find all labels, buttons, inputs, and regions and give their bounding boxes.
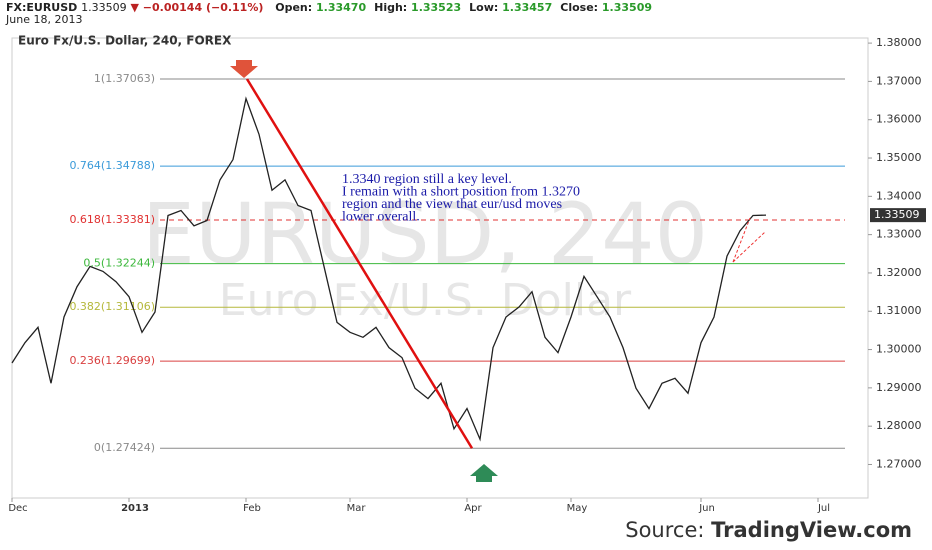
fib-label: 0.618(1.33381) [69, 213, 155, 226]
x-tick-label: May [567, 503, 588, 514]
x-tick-label: Jun [698, 503, 715, 514]
field-value: 1.33457 [502, 1, 553, 14]
fib-label: 0.236(1.29699) [69, 354, 155, 367]
price: 1.33509 [81, 1, 127, 14]
fib-label: 0.764(1.34788) [69, 159, 155, 172]
header: FX:EURUSD 1.33509 ▼ −0.00144 (−0.11%) Op… [6, 1, 660, 14]
field-label: Low: [469, 1, 499, 14]
watermark: Euro Fx/U.S. Dollar [219, 275, 632, 326]
annotation: lower overall. [342, 210, 420, 225]
down-arrow [230, 60, 258, 78]
field-label: Close: [560, 1, 599, 14]
fib-label: 0(1.27424) [94, 441, 155, 454]
y-tick-label: 1.35000 [876, 151, 922, 164]
small-trend [732, 217, 766, 263]
x-tick-label: Apr [464, 503, 482, 514]
date: June 18, 2013 [6, 13, 83, 26]
field-value: 1.33509 [601, 1, 653, 14]
y-tick-label: 1.30000 [876, 343, 922, 356]
last-price-label: 1.33509 [874, 208, 920, 221]
x-tick-label: Mar [347, 503, 367, 514]
y-tick-label: 1.27000 [876, 457, 922, 470]
x-tick-label: Feb [243, 503, 261, 514]
y-tick-label: 1.29000 [876, 381, 922, 394]
x-tick-label: Dec [8, 503, 27, 514]
annotation: region and the view that eur/usd moves [342, 197, 562, 212]
field-value: 1.33470 [316, 1, 367, 14]
y-tick-label: 1.28000 [876, 419, 922, 432]
y-tick-label: 1.31000 [876, 304, 922, 317]
chart-title: Euro Fx/U.S. Dollar, 240, FOREX [18, 34, 232, 48]
fields: Open: 1.33470 High: 1.33523 Low: 1.33457 Cl… [275, 1, 660, 14]
symbol: FX:EURUSD [6, 1, 78, 14]
y-tick-label: 1.37000 [876, 74, 922, 87]
price-line [11, 96, 767, 442]
y-tick-label: 1.36000 [876, 113, 922, 126]
y-tick-label: 1.33000 [876, 228, 922, 241]
fib-label: 1(1.37063) [94, 72, 155, 85]
field-value: 1.33523 [411, 1, 462, 14]
field-label: High: [374, 1, 408, 14]
x-tick-label: 2013 [121, 503, 149, 514]
plot-frame [11, 37, 869, 499]
y-tick-label: 1.32000 [876, 266, 922, 279]
last-price-box [870, 208, 926, 223]
annotation: 1.3340 region still a key level. [342, 172, 512, 187]
source-label: Source: [625, 518, 704, 542]
fib-label: 0.382(1.31106) [69, 300, 155, 313]
fib-label: 0.5(1.32244) [83, 257, 155, 270]
y-tick-label: 1.34000 [876, 189, 922, 202]
trendline [245, 78, 474, 449]
up-arrow [470, 464, 498, 482]
change: −0.00144 (−0.11%) [142, 1, 264, 14]
field-label: Open: [275, 1, 313, 14]
source: Source: TradingView.com [625, 518, 912, 542]
watermark: EURUSD, 240 [142, 185, 708, 283]
annotation: I remain with a short position from 1.32… [342, 185, 580, 200]
source-site: TradingView.com [711, 518, 912, 542]
y-tick-label: 1.38000 [876, 36, 922, 49]
x-tick-label: Jul [817, 503, 830, 514]
